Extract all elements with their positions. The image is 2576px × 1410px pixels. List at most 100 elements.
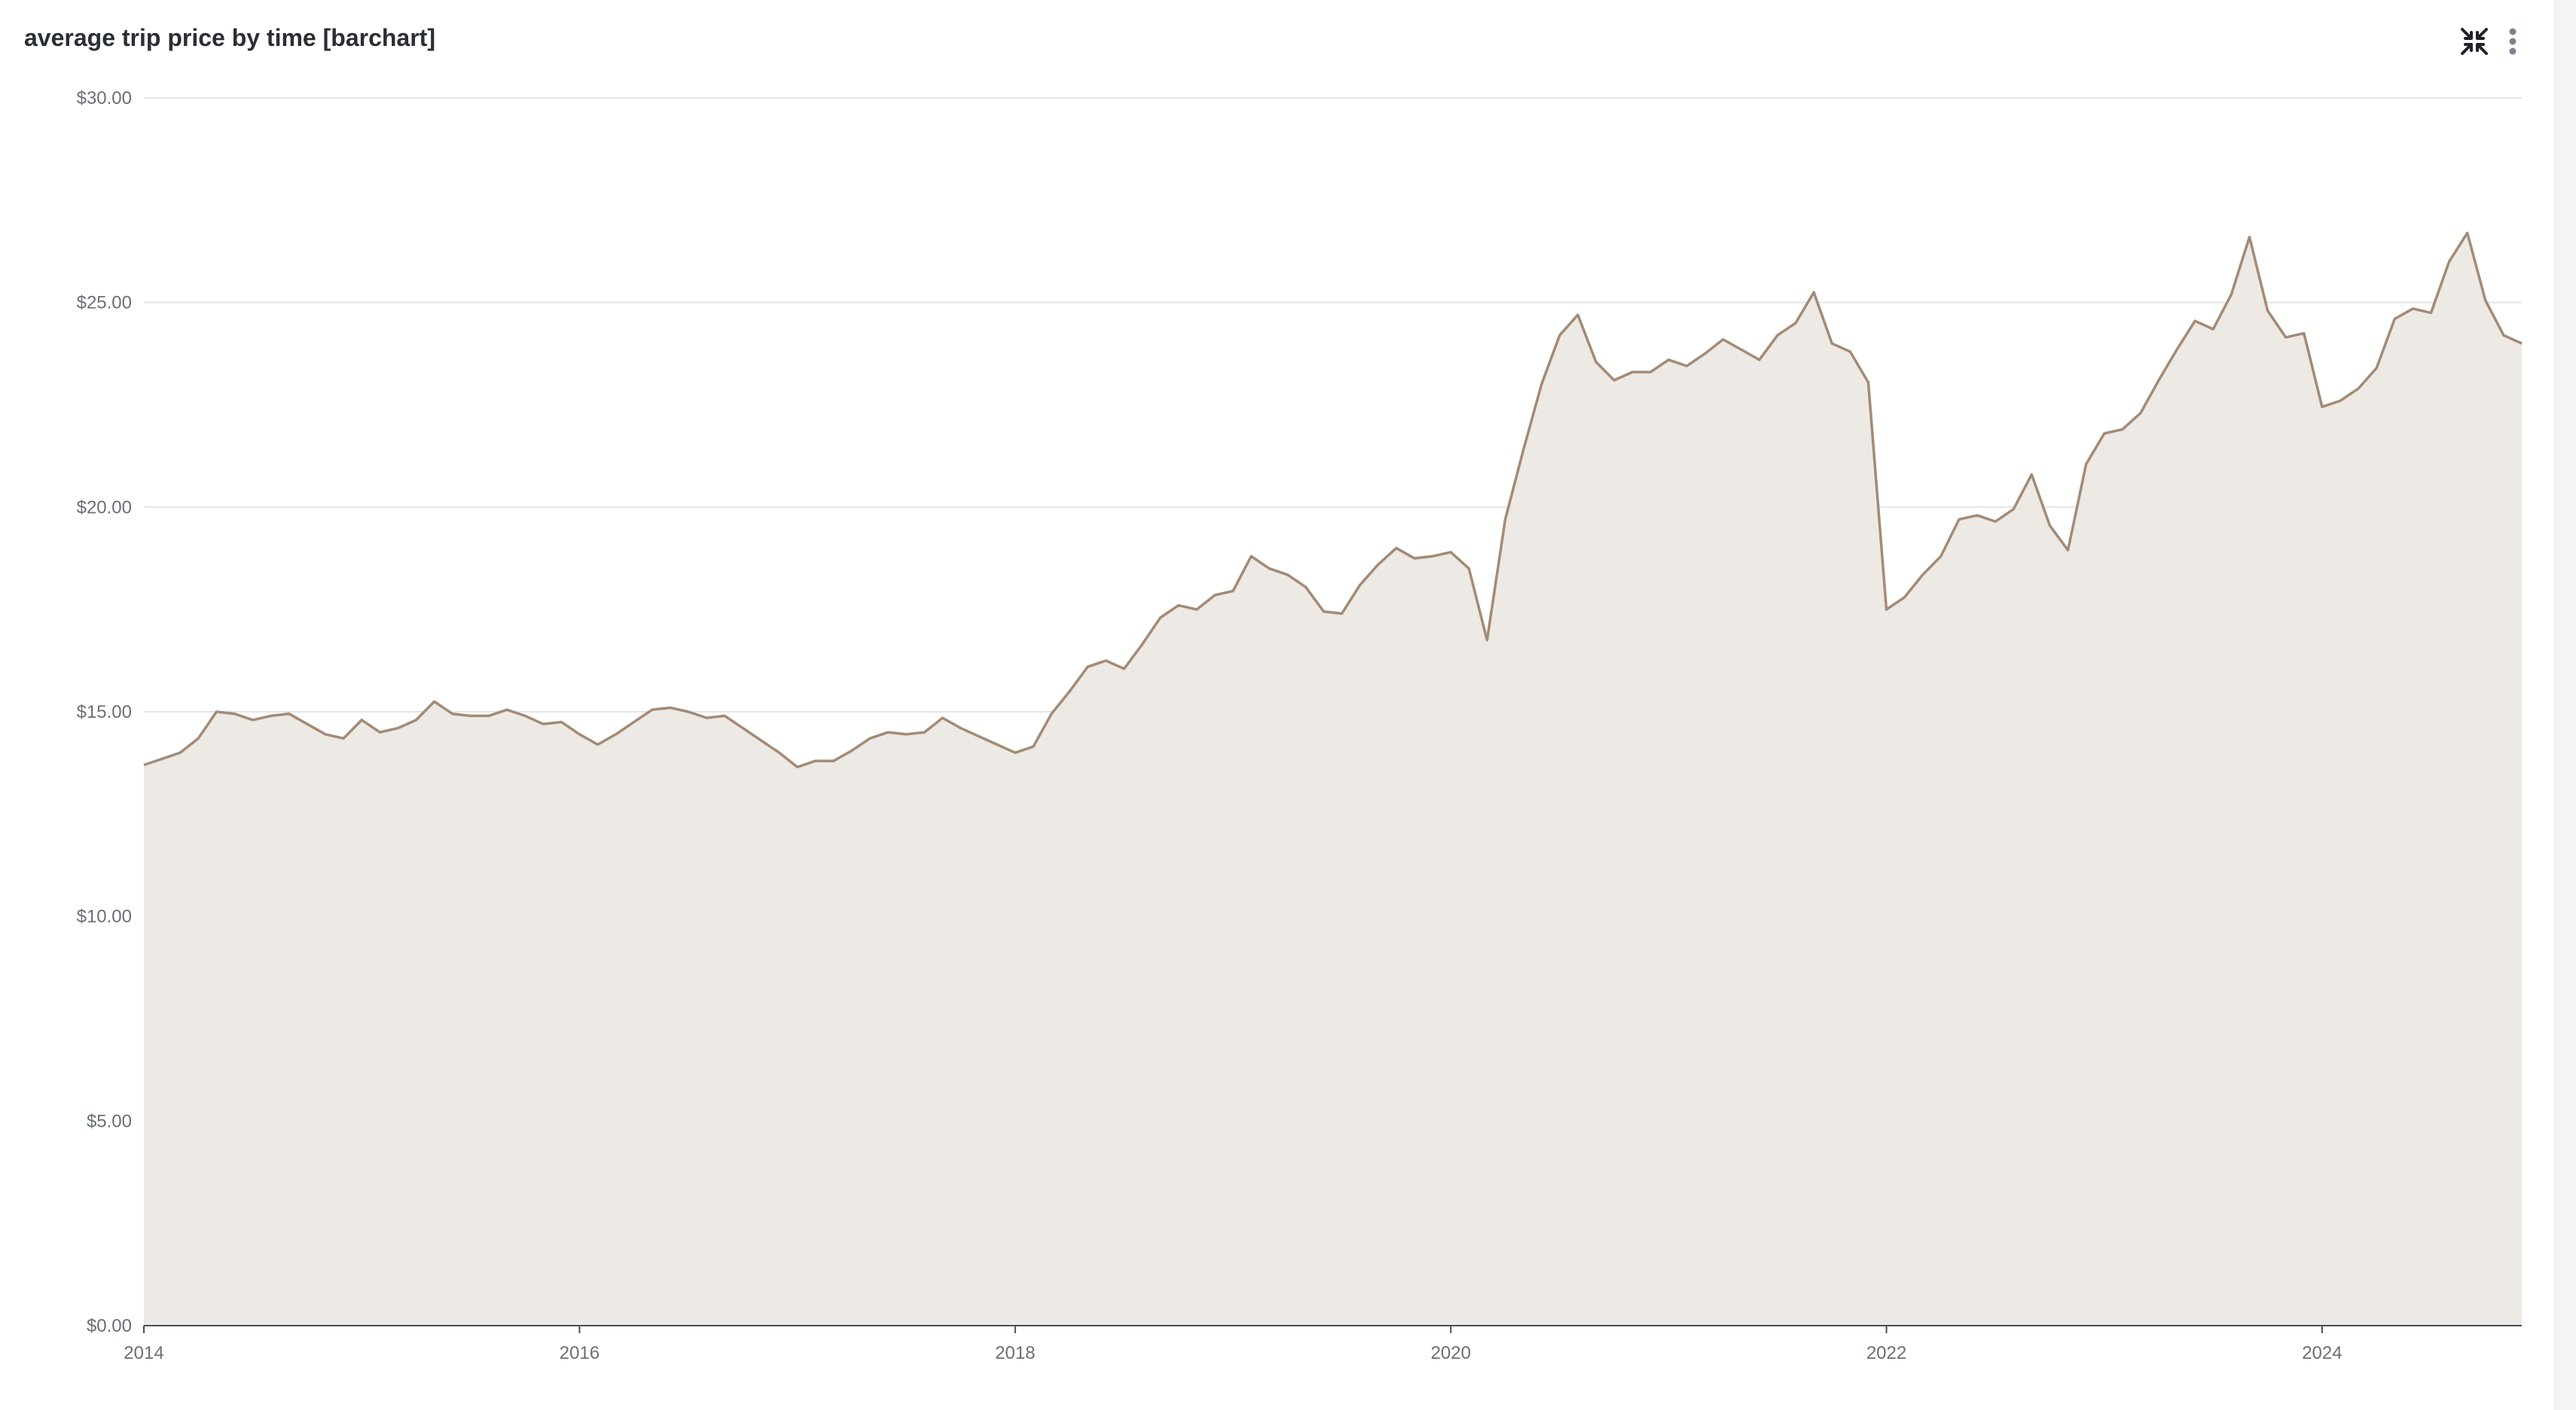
- data-point[interactable]: [976, 734, 982, 740]
- data-point[interactable]: [414, 717, 420, 723]
- data-point[interactable]: [994, 742, 1000, 748]
- data-point[interactable]: [1521, 447, 1527, 453]
- scrollbar-track[interactable]: [2553, 0, 2576, 1410]
- data-point[interactable]: [631, 719, 637, 725]
- data-point[interactable]: [1321, 609, 1327, 615]
- data-point[interactable]: [1393, 545, 1399, 551]
- data-point[interactable]: [1665, 357, 1671, 363]
- data-point[interactable]: [2247, 234, 2253, 240]
- data-point[interactable]: [903, 731, 909, 737]
- data-point[interactable]: [2355, 386, 2361, 392]
- data-point[interactable]: [1357, 582, 1363, 588]
- data-point[interactable]: [1302, 584, 1308, 590]
- data-point[interactable]: [1539, 381, 1545, 387]
- collapse-button[interactable]: [2455, 23, 2493, 60]
- data-point[interactable]: [1448, 549, 1454, 555]
- data-point[interactable]: [2174, 346, 2180, 352]
- data-point[interactable]: [1902, 594, 1908, 600]
- data-point[interactable]: [322, 731, 328, 737]
- data-point[interactable]: [359, 717, 365, 723]
- data-point[interactable]: [1284, 572, 1290, 578]
- data-point[interactable]: [232, 711, 238, 717]
- data-point[interactable]: [1248, 554, 1254, 560]
- data-point[interactable]: [1030, 743, 1036, 749]
- data-point[interactable]: [2156, 377, 2162, 383]
- data-point[interactable]: [2391, 316, 2397, 322]
- data-point[interactable]: [740, 725, 746, 731]
- data-point[interactable]: [867, 735, 873, 741]
- data-point[interactable]: [2519, 340, 2525, 346]
- data-point[interactable]: [1502, 517, 1508, 523]
- data-point[interactable]: [1884, 606, 1890, 612]
- more-options-button[interactable]: [2499, 23, 2526, 60]
- data-point[interactable]: [2083, 461, 2089, 467]
- data-point[interactable]: [613, 731, 619, 737]
- data-point[interactable]: [450, 711, 456, 717]
- data-point[interactable]: [939, 715, 945, 721]
- data-point[interactable]: [432, 698, 438, 704]
- data-point[interactable]: [395, 725, 401, 731]
- data-point[interactable]: [704, 715, 710, 721]
- data-point[interactable]: [2446, 258, 2452, 264]
- data-point[interactable]: [885, 729, 891, 735]
- data-point[interactable]: [1992, 518, 1998, 524]
- data-point[interactable]: [595, 742, 601, 748]
- data-point[interactable]: [1085, 664, 1091, 670]
- data-point[interactable]: [758, 737, 764, 743]
- data-point[interactable]: [2120, 426, 2126, 432]
- data-point[interactable]: [213, 709, 219, 715]
- data-point[interactable]: [685, 709, 691, 715]
- data-point[interactable]: [1647, 369, 1653, 375]
- data-point[interactable]: [1956, 517, 1962, 523]
- data-point[interactable]: [1738, 346, 1744, 352]
- data-point[interactable]: [195, 735, 201, 741]
- data-point[interactable]: [2465, 230, 2471, 236]
- data-point[interactable]: [250, 717, 256, 723]
- data-point[interactable]: [2046, 523, 2053, 529]
- data-point[interactable]: [1683, 363, 1689, 369]
- data-point[interactable]: [1194, 606, 1200, 612]
- data-point[interactable]: [2228, 291, 2234, 298]
- data-point[interactable]: [1103, 658, 1109, 664]
- data-point[interactable]: [2410, 306, 2416, 312]
- data-point[interactable]: [1266, 566, 1272, 572]
- data-point[interactable]: [141, 762, 147, 768]
- data-point[interactable]: [2337, 398, 2343, 404]
- data-point[interactable]: [1158, 615, 1164, 621]
- data-point[interactable]: [1757, 357, 1763, 363]
- data-point[interactable]: [1048, 711, 1055, 717]
- data-point[interactable]: [2283, 334, 2289, 340]
- data-point[interactable]: [1920, 572, 1926, 578]
- data-point[interactable]: [2065, 547, 2071, 553]
- data-point[interactable]: [2028, 472, 2034, 478]
- data-point[interactable]: [468, 713, 474, 719]
- data-point[interactable]: [2301, 330, 2307, 336]
- data-point[interactable]: [1847, 349, 1853, 355]
- data-point[interactable]: [849, 748, 855, 754]
- data-point[interactable]: [1176, 603, 1182, 609]
- data-point[interactable]: [1575, 312, 1581, 318]
- data-point[interactable]: [2319, 404, 2325, 410]
- data-point[interactable]: [649, 707, 655, 713]
- data-point[interactable]: [1702, 351, 1708, 357]
- data-point[interactable]: [1339, 611, 1345, 617]
- data-point[interactable]: [1865, 380, 1871, 386]
- data-point[interactable]: [1974, 512, 1980, 518]
- data-point[interactable]: [504, 707, 510, 713]
- data-point[interactable]: [1829, 340, 1835, 346]
- data-point[interactable]: [1811, 289, 1817, 295]
- data-point[interactable]: [1140, 641, 1146, 647]
- data-point[interactable]: [921, 729, 927, 735]
- data-point[interactable]: [2101, 431, 2107, 437]
- data-point[interactable]: [2373, 365, 2379, 371]
- data-point[interactable]: [2210, 326, 2216, 332]
- data-point[interactable]: [576, 731, 582, 737]
- data-point[interactable]: [1212, 592, 1218, 598]
- data-point[interactable]: [1775, 332, 1781, 338]
- data-point[interactable]: [159, 756, 165, 762]
- data-point[interactable]: [1466, 566, 1472, 572]
- data-point[interactable]: [2138, 410, 2144, 416]
- data-point[interactable]: [2010, 506, 2016, 512]
- data-point[interactable]: [2501, 332, 2507, 338]
- data-point[interactable]: [1557, 332, 1563, 338]
